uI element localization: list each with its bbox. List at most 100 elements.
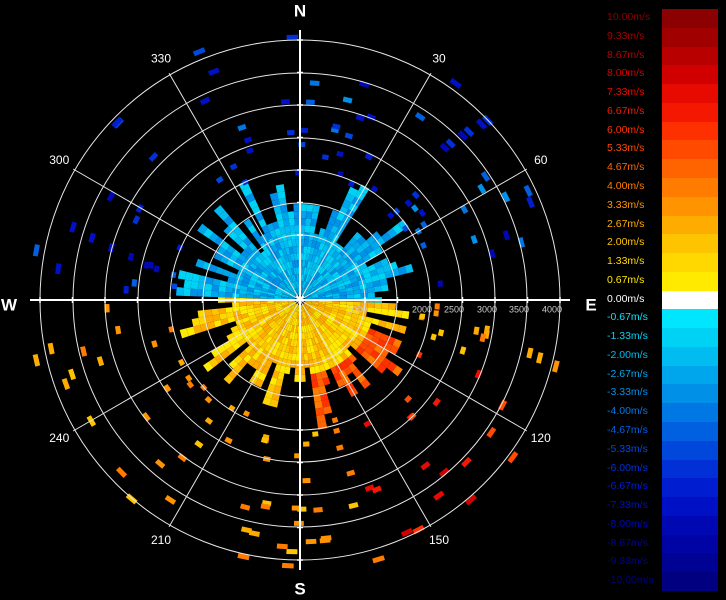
- velocity-cell: [295, 304, 299, 312]
- velocity-cell: [191, 273, 201, 283]
- velocity-cell: [302, 477, 311, 484]
- velocity-cell: [312, 358, 319, 367]
- velocity-cell: [281, 295, 289, 298]
- velocity-cell: [227, 276, 236, 284]
- velocity-cell: [305, 99, 315, 105]
- velocity-cell: [205, 315, 214, 324]
- velocity-cell: [315, 372, 323, 381]
- velocity-cell: [251, 273, 260, 280]
- velocity-cell: [313, 321, 320, 328]
- velocity-cell: [267, 306, 276, 311]
- velocity-cell: [237, 253, 247, 262]
- velocity-cell: [344, 311, 353, 317]
- velocity-cell: [291, 260, 296, 268]
- velocity-cell: [283, 240, 289, 249]
- legend-entry: 1.33m/s: [606, 253, 718, 273]
- velocity-cell: [291, 310, 296, 318]
- velocity-cell: [339, 295, 347, 299]
- velocity-cell: [226, 311, 235, 319]
- velocity-cell: [301, 318, 304, 326]
- velocity-cell: [302, 311, 306, 319]
- velocity-cell: [363, 321, 372, 329]
- legend-entry: 0.67m/s: [606, 271, 718, 292]
- velocity-cell: [344, 193, 355, 203]
- velocity-cell: [322, 377, 331, 386]
- velocity-cell: [371, 274, 380, 282]
- radar-center-icon: ✱: [295, 292, 305, 306]
- compass-east: E: [585, 295, 596, 314]
- velocity-cell: [387, 309, 396, 317]
- velocity-cell: [289, 317, 294, 325]
- velocity-cell: [404, 199, 413, 208]
- velocity-cell: [350, 277, 359, 284]
- velocity-cell: [311, 337, 317, 346]
- velocity-cell: [333, 320, 341, 327]
- velocity-cell: [309, 366, 316, 375]
- velocity-cell: [277, 285, 285, 291]
- velocity-cell: [247, 224, 257, 234]
- velocity-cell: [498, 399, 508, 411]
- velocity-cell: [306, 204, 314, 212]
- velocity-cell: [316, 287, 324, 292]
- velocity-cell: [260, 303, 268, 307]
- velocity-cell: [353, 338, 363, 347]
- velocity-cell: [346, 323, 355, 331]
- velocity-cell: [307, 352, 313, 361]
- velocity-cell: [418, 208, 427, 217]
- velocity-cell: [325, 302, 333, 306]
- velocity-cell: [372, 280, 381, 287]
- velocity-cell: [307, 309, 313, 316]
- velocity-cell: [304, 295, 312, 299]
- angle-label: 210: [151, 533, 171, 547]
- velocity-cell: [474, 369, 483, 380]
- velocity-cell: [292, 303, 298, 310]
- velocity-cell: [278, 342, 284, 351]
- legend-swatch: [662, 384, 718, 404]
- velocity-cell: [253, 295, 261, 299]
- velocity-cell: [246, 294, 254, 299]
- velocity-cell: [274, 267, 281, 275]
- velocity-cell: [328, 343, 336, 352]
- velocity-cell: [313, 272, 320, 279]
- velocity-cell: [314, 311, 321, 318]
- velocity-cell: [369, 269, 378, 277]
- velocity-cell: [343, 348, 353, 358]
- velocity-cell: [260, 305, 268, 310]
- velocity-cell: [340, 320, 349, 327]
- velocity-cell: [343, 242, 353, 252]
- velocity-cell: [218, 307, 227, 315]
- velocity-cell: [324, 306, 333, 311]
- velocity-cell: [517, 236, 526, 248]
- velocity-cell: [341, 199, 352, 210]
- velocity-cell: [420, 220, 428, 229]
- angle-labels: 30 60 120 150 210 240 300 330: [49, 51, 551, 547]
- velocity-cell: [386, 227, 397, 239]
- velocity-cell: [348, 258, 357, 266]
- velocity-cell: [295, 239, 300, 247]
- velocity-cell: [325, 328, 333, 337]
- velocity-cell: [288, 324, 293, 332]
- velocity-cell: [304, 300, 312, 303]
- velocity-cell: [305, 267, 310, 276]
- velocity-cell: [328, 216, 337, 226]
- legend-label: -4.67m/s: [607, 424, 648, 437]
- velocity-cell: [318, 295, 326, 299]
- velocity-cell: [308, 359, 315, 368]
- velocity-cell: [319, 267, 326, 275]
- velocity-cell: [281, 263, 287, 271]
- velocity-cell: [278, 273, 285, 281]
- velocity-cell: [318, 227, 326, 237]
- velocity-cell: [321, 332, 328, 340]
- velocity-cell: [302, 281, 306, 289]
- velocity-cell: [177, 358, 186, 367]
- velocity-cell: [272, 236, 280, 245]
- velocity-cell: [364, 332, 374, 341]
- velocity-cell: [261, 285, 270, 290]
- velocity-cell: [292, 274, 297, 282]
- velocity-cell: [303, 311, 307, 319]
- velocity-cell: [316, 257, 323, 265]
- velocity-cell: [280, 272, 287, 279]
- velocity-cell: [275, 184, 285, 193]
- velocity-cell: [269, 192, 279, 201]
- velocity-cell: [356, 334, 365, 342]
